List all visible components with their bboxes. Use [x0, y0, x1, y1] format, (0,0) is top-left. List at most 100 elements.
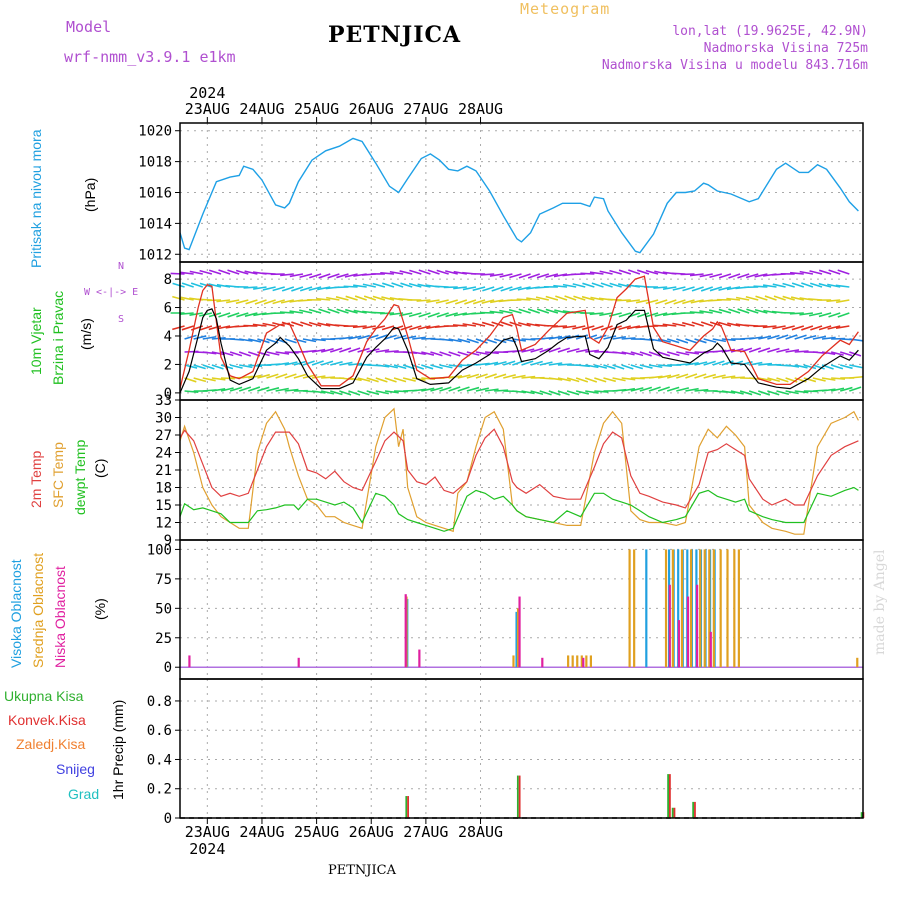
- wind-barb: [248, 386, 261, 392]
- wind-barb: [417, 283, 431, 288]
- wind-barb: [352, 325, 367, 329]
- wind-barb: [235, 299, 249, 305]
- wind-barb: [489, 273, 504, 277]
- wind-barb: [472, 322, 486, 327]
- wind-barb: [609, 282, 622, 288]
- wind-barb: [421, 364, 434, 370]
- wind-barb: [348, 335, 362, 340]
- wind-barb: [745, 273, 759, 279]
- wind-barb: [763, 309, 777, 314]
- wind-barb: [345, 308, 358, 314]
- wind-barb: [594, 334, 607, 340]
- wind-tick-label: 6: [164, 301, 172, 317]
- bottom-year-label: 2024: [189, 840, 225, 858]
- wind-barb: [257, 386, 270, 392]
- cloud-tick-label: 25: [155, 631, 172, 647]
- top-day-label: 23AUG: [185, 100, 230, 118]
- top-day-label: 28AUG: [458, 100, 503, 118]
- wind-barb: [484, 373, 497, 379]
- mid-cloud-bar: [576, 655, 579, 668]
- wind-barb: [582, 282, 595, 288]
- wind-barb: [226, 299, 240, 304]
- wind-barb: [472, 299, 486, 305]
- station-title: PETNJICA: [328, 22, 462, 48]
- wind-barb: [758, 335, 772, 340]
- wind-barb: [566, 390, 580, 396]
- wind-barb: [317, 286, 331, 291]
- wind-tick-label: 4: [164, 329, 172, 345]
- model-name: wrf-nmm_v3.9.1 e1km: [64, 48, 236, 66]
- wind-barb: [703, 360, 716, 366]
- wind-barb: [348, 390, 361, 396]
- wind-barb: [803, 364, 817, 370]
- wind-barb: [436, 269, 449, 275]
- wind-barb: [539, 390, 552, 396]
- total-rain-bar: [671, 807, 674, 818]
- wind-barb: [612, 351, 627, 355]
- wind-barb: [521, 390, 535, 395]
- wind-barb: [767, 377, 780, 383]
- mid-cloud-bar: [703, 549, 706, 668]
- bottom-day-label: 24AUG: [239, 823, 284, 841]
- bottom-day-label: 28AUG: [458, 823, 503, 841]
- wind-barb: [767, 390, 780, 396]
- legend-conv-rain: Konvek.Kisa: [8, 712, 86, 728]
- wind-barb: [453, 286, 467, 290]
- wind-barb: [764, 295, 777, 301]
- compass-n: N: [118, 261, 125, 272]
- wind-speed-line: [179, 308, 859, 394]
- wind-barb: [682, 286, 695, 292]
- wind-barb: [439, 364, 453, 369]
- wind-barb: [293, 338, 307, 344]
- wind-barb: [475, 351, 490, 356]
- cloud-tick-label: 50: [155, 601, 172, 617]
- wind-barb: [699, 273, 713, 278]
- wind-barb: [411, 364, 425, 370]
- wind-barb: [521, 360, 534, 366]
- wind-barb: [809, 270, 823, 275]
- wind-barb: [475, 338, 488, 344]
- wind-barb: [521, 375, 536, 379]
- wind-barb: [281, 286, 295, 292]
- t2m-line: [179, 428, 859, 509]
- wind-barb: [548, 347, 561, 353]
- wind-barb: [384, 334, 397, 340]
- wind-barb: [402, 377, 416, 382]
- wind-barb: [676, 351, 690, 356]
- conv-rain-bar: [518, 775, 521, 818]
- wind-barb: [790, 296, 804, 301]
- wind-barb: [508, 308, 522, 314]
- wind-barb: [326, 296, 340, 301]
- wind-barb: [172, 295, 185, 301]
- wind-barb: [826, 299, 841, 303]
- wind-barb: [280, 273, 294, 277]
- wind-barb: [658, 364, 672, 367]
- wind-barb: [239, 338, 253, 342]
- wind-barb: [409, 325, 422, 331]
- wind-barb: [748, 347, 761, 353]
- wind-barb: [712, 338, 727, 343]
- wind-barb: [835, 325, 850, 329]
- wind-barb: [321, 376, 336, 379]
- wind-barb: [343, 285, 358, 288]
- mid-cloud-bar: [712, 549, 715, 668]
- wind-barb: [380, 271, 395, 275]
- wind-barb: [821, 336, 836, 340]
- wind-barb: [330, 360, 343, 366]
- wind-barb: [794, 334, 807, 340]
- wind-barb: [512, 390, 527, 394]
- wind-barb: [475, 387, 489, 392]
- precip-tick-label: 0.4: [147, 752, 172, 768]
- wind-barb: [291, 321, 304, 327]
- wind-barb: [499, 273, 513, 278]
- wind-barb: [782, 295, 795, 301]
- wind-barb: [344, 273, 358, 278]
- wind-barb: [654, 312, 668, 317]
- wind-barb: [545, 308, 559, 314]
- wind-barb: [737, 273, 750, 279]
- mid-cloud-bar: [567, 655, 570, 668]
- wind-barb: [366, 377, 379, 383]
- wind-barb: [657, 338, 671, 343]
- wind-barb: [472, 286, 486, 292]
- wind-barb: [427, 312, 440, 318]
